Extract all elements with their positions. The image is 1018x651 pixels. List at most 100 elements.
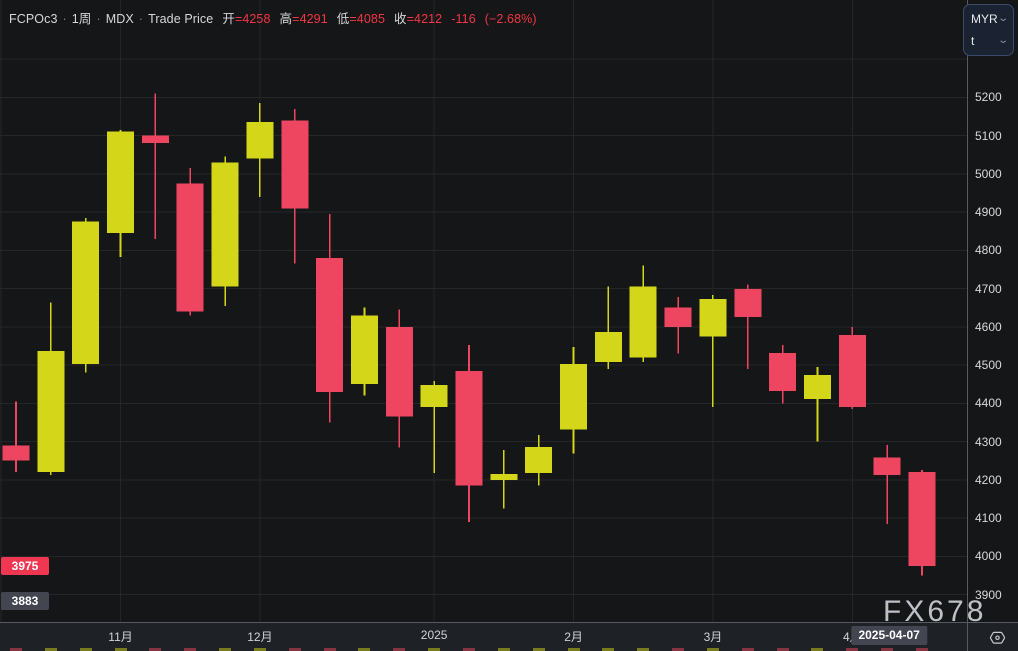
candle-down[interactable] — [838, 326, 866, 409]
currency-value: MYR — [971, 12, 998, 26]
axis-settings-button[interactable] — [985, 628, 1009, 648]
candle-body — [594, 332, 622, 362]
candle-up[interactable] — [351, 307, 378, 396]
clipped-pane-fragment — [532, 648, 545, 651]
time-axis[interactable]: 2025-04-07 11月12月20252月3月4月 — [0, 622, 1018, 651]
candle-body — [141, 135, 169, 144]
clipped-pane-fragment — [323, 648, 336, 651]
candle-down[interactable] — [664, 297, 692, 354]
clipped-pane-fragment — [741, 648, 754, 651]
candlestick-chart[interactable] — [0, 0, 967, 622]
price-tick-label: 4300 — [975, 434, 1002, 449]
series-type-label: Trade Price — [148, 12, 214, 26]
clipped-pane-fragment — [428, 648, 441, 651]
candle-body — [873, 457, 901, 476]
clipped-pane-fragment — [10, 648, 22, 651]
price-tick-label: 4600 — [975, 319, 1002, 334]
ohlc-low: 低4085 — [337, 12, 385, 26]
time-tick-label: 12月 — [247, 630, 273, 644]
candle-down[interactable] — [281, 108, 309, 264]
candle-up[interactable] — [560, 347, 587, 454]
candle-body — [908, 472, 936, 566]
candle-down[interactable] — [873, 445, 901, 524]
ohlc-open: 开4258 — [222, 12, 270, 26]
candle-body — [176, 183, 204, 312]
price-tick-label: 4100 — [975, 511, 1002, 526]
last-price-badge: 3975 — [1, 556, 49, 575]
price-axis[interactable]: 5200 5100 5000 4900 4800 4700 4600 4500 4400 4300… — [967, 0, 1018, 622]
price-tick-label: 4400 — [975, 396, 1002, 411]
candle-down[interactable] — [769, 345, 797, 404]
crosshair-price-badge: 3883 — [1, 592, 49, 611]
candle-down[interactable] — [455, 345, 483, 522]
candle-up[interactable] — [107, 129, 134, 258]
candle-up[interactable] — [594, 286, 622, 369]
ohlc-close: 收4212 — [394, 12, 442, 26]
clipped-pane-fragment — [79, 648, 92, 651]
clipped-pane-fragment — [114, 648, 127, 651]
candle-up[interactable] — [37, 302, 65, 476]
candle-body — [455, 370, 483, 486]
clipped-pane-fragment — [288, 648, 301, 651]
candle-up[interactable] — [699, 295, 727, 408]
gear-icon — [989, 631, 1005, 644]
clipped-pane-fragment — [846, 648, 859, 651]
clipped-pane-fragment — [637, 648, 650, 651]
candle-down[interactable] — [908, 470, 936, 576]
clipped-pane-fragment — [44, 648, 57, 651]
candle-down[interactable] — [176, 168, 204, 316]
clipped-pane-fragment — [184, 648, 197, 651]
price-tick-label: 4200 — [975, 472, 1002, 487]
candle-body — [316, 257, 344, 392]
candle-body — [560, 363, 587, 430]
time-tick-label: 11月 — [108, 630, 133, 644]
candle-up[interactable] — [246, 103, 274, 197]
chart-area[interactable] — [0, 0, 967, 622]
currency-selector[interactable]: MYR ⌄ — [964, 8, 1013, 30]
candle-up[interactable] — [420, 381, 448, 473]
candle-body — [72, 221, 100, 364]
candle-body — [734, 288, 762, 318]
candle-body — [490, 474, 518, 480]
clipped-pane-fragment — [462, 648, 475, 651]
candle-up[interactable] — [211, 156, 239, 306]
candle-up[interactable] — [804, 367, 831, 442]
crosshair-date-badge: 2025-04-07 — [851, 626, 927, 645]
candle-up[interactable] — [490, 450, 518, 509]
candle-up[interactable] — [525, 435, 553, 486]
candle-down[interactable] — [734, 284, 762, 369]
clipped-pane-fragment — [776, 648, 789, 651]
price-axis-border — [967, 0, 968, 651]
clipped-pane-fragment — [567, 648, 580, 651]
ohlc-high: 高4291 — [280, 12, 328, 26]
candle-down[interactable] — [385, 309, 413, 448]
time-tick-label: 2025 — [420, 628, 448, 642]
price-change: -116 — [451, 12, 476, 26]
candle-up[interactable] — [72, 217, 100, 373]
candle-down[interactable] — [2, 401, 30, 473]
unit-selector[interactable]: t ⌄ — [964, 30, 1013, 52]
price-tick-label: 4700 — [975, 281, 1002, 296]
symbol-name[interactable]: FCPOc3 — [9, 12, 58, 26]
clipped-pane-fragment — [219, 648, 232, 651]
currency-unit-widget: MYR ⌄ t ⌄ — [963, 4, 1014, 56]
candle-body — [385, 326, 413, 417]
candle-body — [664, 307, 692, 327]
candle-body — [838, 335, 866, 408]
candle-down[interactable] — [316, 214, 344, 423]
candle-down[interactable] — [141, 93, 169, 239]
chevron-down-icon: ⌄ — [996, 13, 1009, 24]
unit-value: t — [971, 34, 975, 48]
candle-body — [804, 375, 831, 400]
candle-body — [420, 384, 448, 408]
price-change-percent: (−2.68%) — [484, 12, 537, 26]
chart-legend: FCPOc3 · 1周 · MDX · Trade Price 开4258 高4291 低4085… — [9, 8, 537, 27]
clipped-pane-fragment — [393, 648, 406, 651]
candle-body — [107, 131, 134, 234]
clipped-pane-fragment — [915, 648, 928, 651]
candle-body — [525, 446, 553, 473]
time-tick-label: 2月 — [564, 630, 583, 644]
price-tick-label: 4500 — [975, 358, 1002, 373]
interval-label[interactable]: 1周 — [71, 12, 92, 26]
candle-up[interactable] — [629, 265, 657, 362]
